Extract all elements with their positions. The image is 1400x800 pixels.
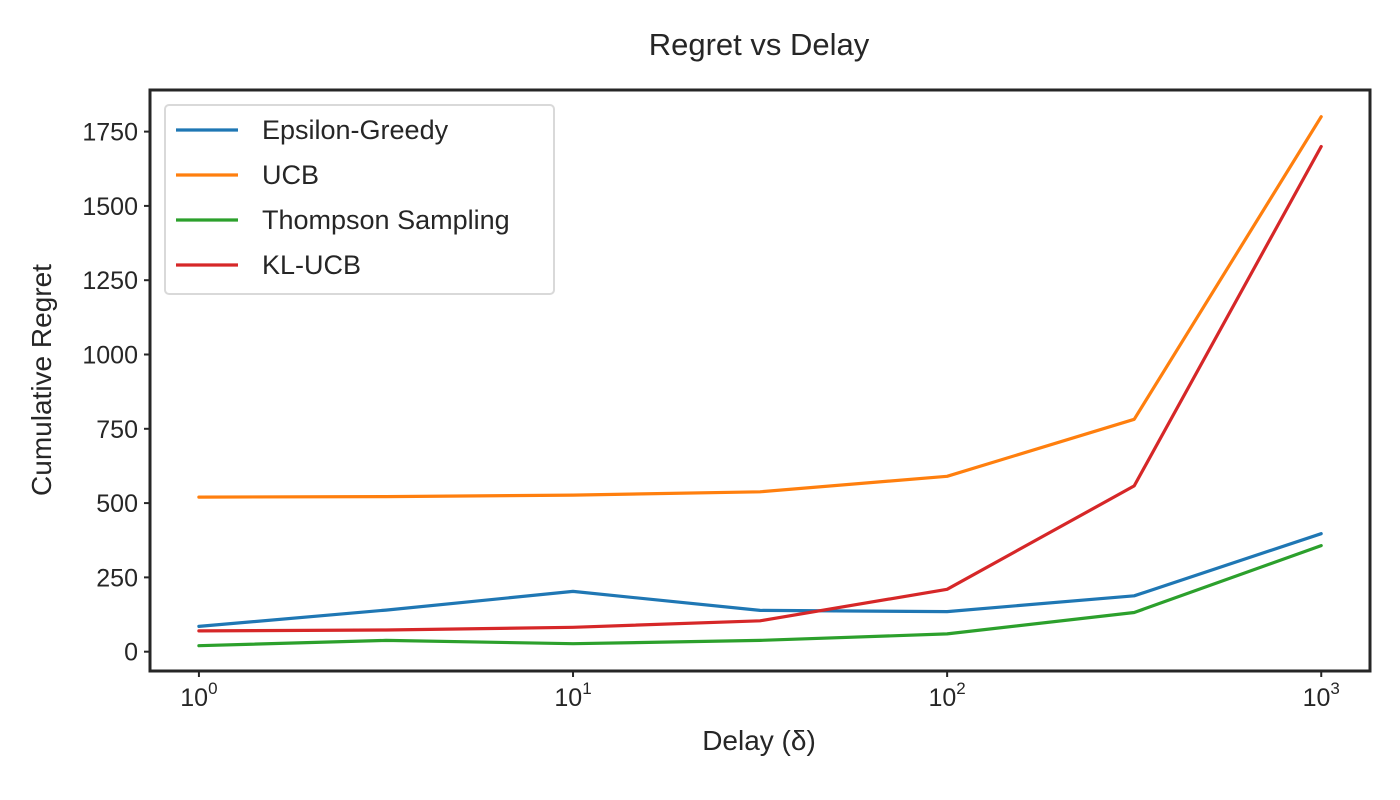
y-tick-label: 1000 [82,341,138,369]
y-tick-label: 0 [124,639,138,667]
chart-title: Regret vs Delay [649,27,870,62]
x-tick-label: 102 [928,679,965,712]
x-axis-ticks: 100 101 102 103 [180,671,1340,712]
plot-lines [197,115,1323,648]
legend-box [164,104,555,295]
y-axis-label: Cumulative Regret [26,264,57,496]
series-line-3 [197,144,1323,633]
legend-label: UCB [262,160,319,190]
y-tick-label: 1750 [82,119,138,147]
y-tick-label: 500 [96,490,138,518]
x-axis-label: Delay (δ) [702,725,816,756]
x-tick-label: 103 [1303,679,1340,712]
series-line-1 [197,115,1323,499]
legend-label: KL-UCB [262,250,361,280]
x-tick-label: 101 [554,679,591,712]
y-tick-label: 1250 [82,267,138,295]
y-axis-ticks: 0 250 500 750 1000 1250 1500 1750 [82,119,150,667]
y-tick-label: 750 [96,416,138,444]
series-line-0 [197,532,1323,629]
legend-label: Thompson Sampling [262,205,510,235]
series-line-2 [197,543,1323,648]
x-tick-label: 100 [180,679,217,712]
legend: Epsilon-Greedy UCB Thompson Sampling KL-UCB [164,104,555,295]
legend-label: Epsilon-Greedy [262,115,449,145]
y-tick-label: 1500 [82,193,138,221]
y-tick-label: 250 [96,564,138,592]
plot-frame [148,88,1372,673]
